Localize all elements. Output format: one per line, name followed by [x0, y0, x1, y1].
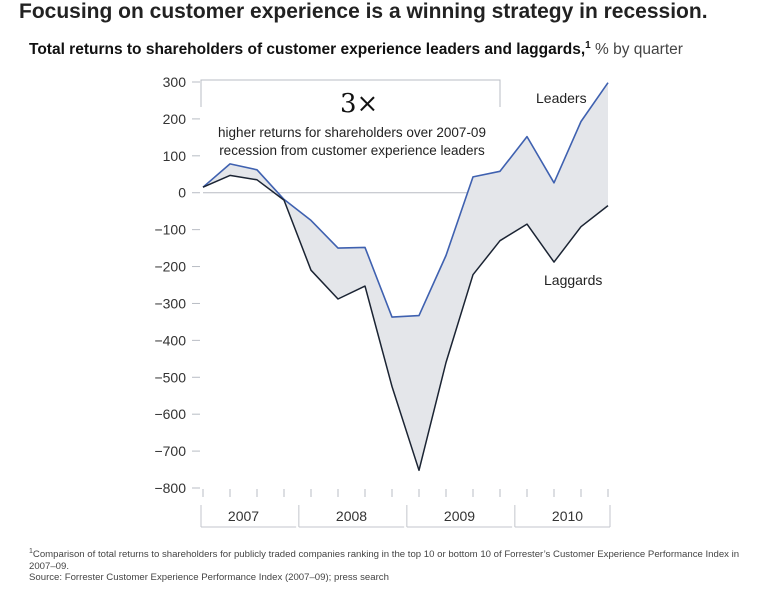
series-lines-group [202, 82, 609, 472]
chart-title-text: Total returns to shareholders of custome… [29, 41, 586, 59]
chart: 300 200 100 0 −100 −200 −300 −400 −500 −600 −700 −8… [154, 74, 611, 528]
y-tick-label: 300 [163, 74, 187, 90]
year-label-2007: 2007 [228, 508, 259, 524]
footnote-mark: 1 [29, 548, 33, 555]
annotation-line-1: higher returns for shareholders over 200… [218, 125, 486, 140]
y-tick-label: −400 [154, 332, 186, 348]
source-note: Source: Forrester Customer Experience Pe… [29, 572, 389, 583]
year-label-2009: 2009 [444, 508, 475, 524]
year-label-2008: 2008 [336, 508, 367, 524]
chart-title: Total returns to shareholders of custome… [29, 40, 683, 59]
footnote: 1Comparison of total returns to sharehol… [29, 546, 759, 572]
y-tick-label: −500 [154, 369, 186, 385]
y-tick-label: −200 [154, 259, 186, 275]
x-axis: 2007 2008 2009 2010 [200, 489, 611, 528]
annotation-line-2: recession from customer experience leade… [219, 143, 485, 158]
gap-area-group [203, 82, 608, 471]
year-label-2010: 2010 [552, 508, 583, 524]
y-tick-label: −600 [154, 406, 186, 422]
annotation-box: 3× higher returns for shareholders over … [200, 79, 501, 158]
y-tick-label: −800 [154, 480, 186, 496]
y-tick-label: 200 [163, 111, 187, 127]
laggards-label: Laggards [544, 272, 602, 288]
footnote-text: Comparison of total returns to sharehold… [29, 549, 740, 572]
y-tick-label: 0 [178, 185, 186, 201]
y-axis: 300 200 100 0 −100 −200 −300 −400 −500 −600 −700 −8… [154, 74, 200, 496]
gap-area [203, 82, 608, 471]
chart-unit: % by quarter [595, 41, 683, 59]
chart-title-footnote-mark: 1 [585, 40, 591, 51]
y-tick-label: −700 [154, 443, 186, 459]
headline: Focusing on customer experience is a win… [19, 0, 708, 23]
annotation-bracket [200, 79, 501, 107]
series-line-leaders [202, 82, 609, 318]
y-tick-label: −300 [154, 295, 186, 311]
series-line-laggards [202, 174, 609, 472]
annotation-big-number: 3× [340, 89, 378, 119]
leaders-label: Leaders [536, 90, 587, 106]
y-tick-label: −100 [154, 222, 186, 238]
y-tick-label: 100 [163, 148, 187, 164]
